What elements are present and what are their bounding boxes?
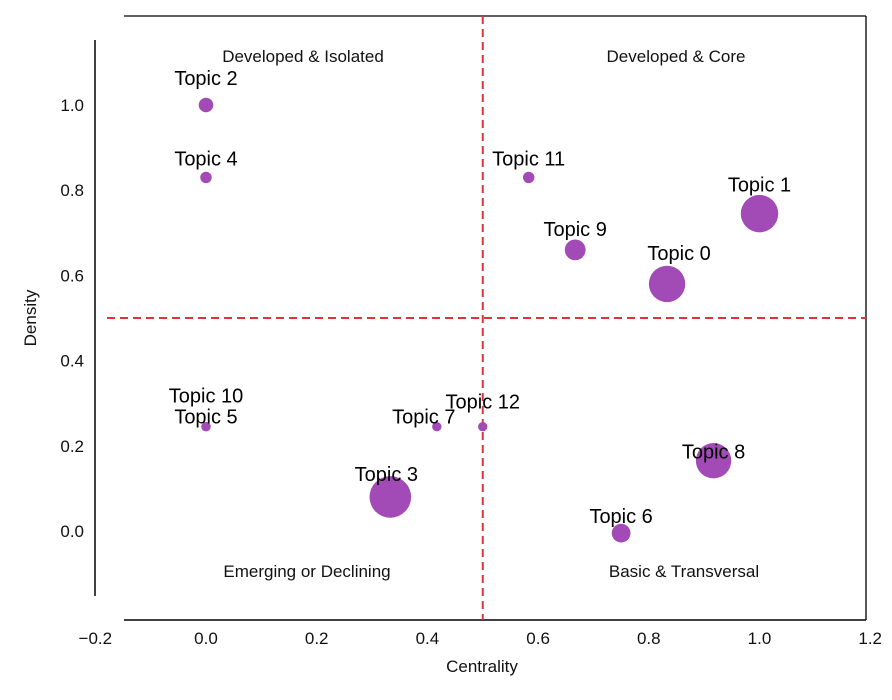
- x-tick-label: 0.4: [416, 629, 440, 648]
- y-tick-label: 0.8: [60, 181, 84, 200]
- data-point: [522, 171, 535, 184]
- x-tick-label: 1.2: [858, 629, 882, 648]
- point-label: Topic 5: [174, 407, 237, 429]
- quadrant-label-bottom-right: Basic & Transversal: [609, 562, 759, 581]
- data-point: [432, 421, 442, 432]
- point-label: Topic 1: [728, 175, 791, 197]
- point-label: Topic 3: [355, 464, 418, 486]
- point-label: Topic 10: [169, 386, 244, 408]
- quadrant-label-bottom-left: Emerging or Declining: [223, 562, 390, 581]
- point-label: Topic 11: [492, 148, 565, 170]
- point-label: Topic 4: [174, 148, 237, 170]
- data-point: [200, 171, 212, 184]
- data-point: [740, 194, 779, 233]
- point-label: Topic 9: [543, 219, 606, 241]
- data-point: [478, 421, 488, 432]
- data-point: [695, 443, 732, 479]
- x-tick-label: −0.2: [79, 629, 113, 648]
- x-axis-title: Centrality: [446, 657, 518, 676]
- quadrant-label-top-right: Developed & Core: [607, 47, 746, 66]
- point-label: Topic 2: [174, 68, 237, 90]
- y-tick-label: 0.0: [60, 522, 84, 541]
- data-point: [611, 523, 631, 543]
- y-tick-label: 0.4: [60, 352, 84, 371]
- y-axis-title: Density: [21, 289, 40, 346]
- y-tick-label: 1.0: [60, 96, 84, 115]
- y-tick-label: 0.2: [60, 437, 84, 456]
- point-label: Topic 7: [392, 407, 455, 429]
- x-tick-label: 0.2: [305, 629, 329, 648]
- point-label: Topic 0: [647, 243, 710, 265]
- x-tick-label: 0.6: [526, 629, 550, 648]
- data-point: [198, 97, 214, 113]
- x-tick-label: 0.0: [194, 629, 218, 648]
- x-tick-label: 1.0: [748, 629, 772, 648]
- quadrant-label-top-left: Developed & Isolated: [222, 47, 384, 66]
- point-label: Topic 6: [589, 506, 652, 528]
- point-label: Topic 8: [682, 442, 745, 464]
- data-point: [369, 476, 412, 518]
- data-point: [201, 421, 211, 432]
- data-point: [648, 265, 686, 303]
- y-tick-label: 0.6: [60, 266, 84, 285]
- data-point: [564, 239, 586, 261]
- x-tick-label: 0.8: [637, 629, 661, 648]
- point-label: Topic 12: [446, 392, 521, 414]
